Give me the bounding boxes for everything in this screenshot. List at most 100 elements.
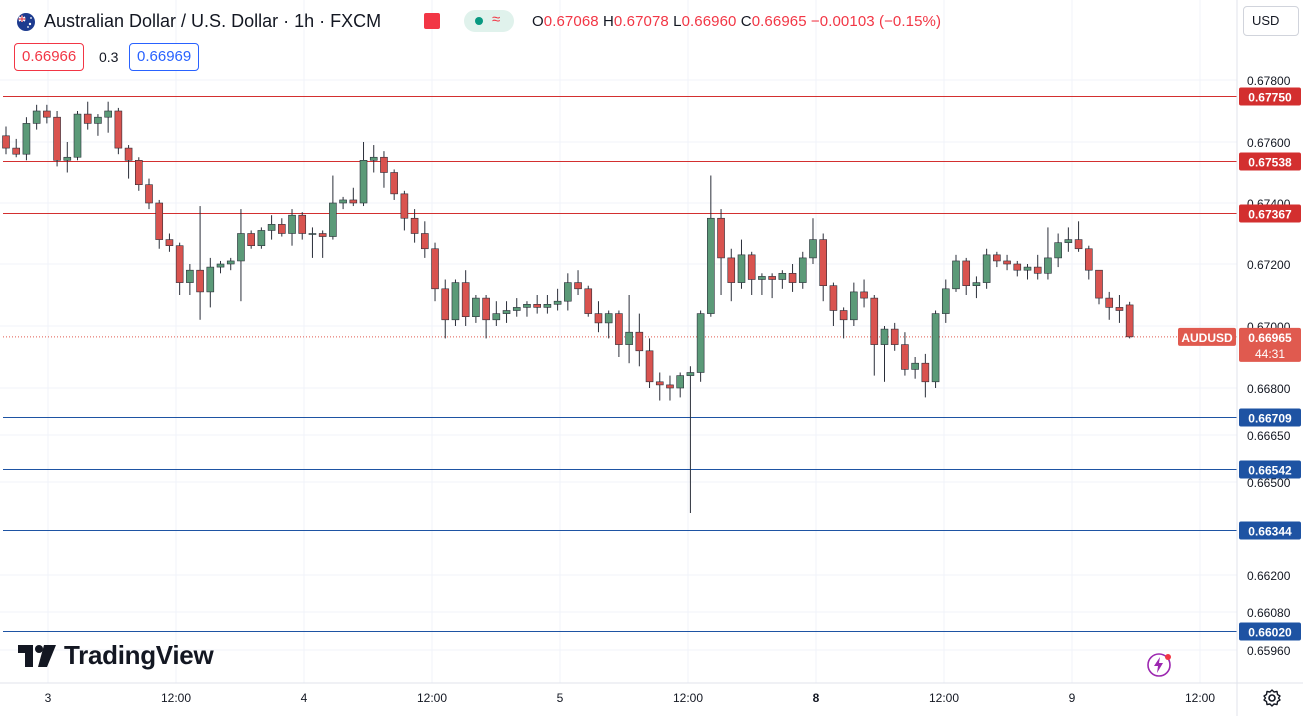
candle [890, 322, 899, 351]
resistance-level-tag-label: 0.67750 [1248, 91, 1292, 105]
candle [727, 248, 736, 302]
candle [308, 227, 317, 258]
candle [32, 104, 41, 130]
candle [63, 142, 72, 173]
australia-flag-icon [17, 13, 35, 31]
candle [43, 104, 51, 124]
candle-body [104, 110, 112, 118]
candle [901, 332, 909, 376]
candle [472, 295, 480, 323]
candle-body [839, 310, 848, 321]
candle [829, 282, 838, 326]
price-tick-label: 0.66800 [1247, 382, 1291, 396]
candle [461, 270, 470, 326]
symbol-title[interactable]: Australian Dollar / U.S. Dollar · 1h · F… [44, 11, 382, 31]
time-axis[interactable]: 3 12:00 4 12:00 5 12:00 8 12:00 9 12:00 [45, 691, 1216, 705]
candle [1033, 254, 1042, 280]
candle [1013, 260, 1022, 277]
tradingview-mark-icon [18, 644, 56, 667]
candle [318, 230, 327, 258]
candle-body [339, 199, 347, 204]
price-tick-label: 0.67600 [1247, 136, 1291, 150]
candle-body [134, 160, 143, 186]
candle [134, 157, 143, 191]
buy-price-button[interactable]: 0.66969 [129, 43, 200, 71]
candle [1054, 233, 1062, 268]
candle-body [298, 214, 307, 234]
candle-body [564, 282, 572, 302]
candle [1105, 291, 1114, 320]
candle-body [431, 248, 439, 290]
time-tick-label: 9 [1069, 691, 1076, 705]
candle [952, 254, 960, 292]
support-level-tag [1239, 460, 1301, 479]
candle [655, 372, 664, 401]
current-price-label: 0.66965 [1248, 331, 1292, 345]
candle-body [798, 257, 807, 283]
candle-body [645, 350, 654, 383]
candle [768, 273, 776, 299]
candle [298, 212, 307, 240]
candle [196, 206, 204, 320]
candle [921, 353, 930, 398]
price-tick-label: 0.66200 [1247, 569, 1291, 583]
time-tick-label: 12:00 [1185, 691, 1215, 705]
candle [451, 279, 460, 326]
candle-body [349, 199, 358, 204]
candle-body [574, 282, 582, 290]
candle-body [1044, 257, 1052, 274]
candle [1115, 295, 1124, 323]
resistance-level-tag [1239, 204, 1301, 223]
candle-body [12, 147, 21, 155]
candle [860, 279, 868, 308]
price-tick-label: 0.65960 [1247, 644, 1291, 658]
candle-body [553, 300, 562, 305]
candle [850, 282, 858, 326]
market-status-icon[interactable]: ≈ [464, 10, 514, 32]
candle-body [1105, 297, 1114, 308]
candle-body [982, 254, 991, 283]
candle-body [941, 288, 950, 314]
candle [1084, 245, 1093, 280]
candle-body [594, 313, 603, 324]
time-tick-label: 3 [45, 691, 52, 705]
candle [819, 233, 828, 302]
candle [114, 107, 123, 155]
candle-body [860, 291, 868, 299]
candle-body [502, 310, 511, 314]
candle [747, 251, 756, 295]
candle-body [145, 184, 153, 204]
alert-bell-icon[interactable] [424, 13, 440, 29]
candle [931, 310, 940, 388]
currency-selector[interactable]: USD [1243, 6, 1299, 36]
candle-body [717, 217, 725, 259]
candle-body [482, 297, 490, 321]
candle-body [768, 276, 776, 280]
price-tags: 0.67750 0.67538 0.67367 0.66709 0.66542 0.663… [1178, 87, 1301, 641]
price-axis[interactable]: 0.678000.676000.674000.672000.670000.668… [1247, 74, 1291, 658]
candle [993, 251, 1001, 268]
candle [349, 187, 358, 207]
time-tick-label: 12:00 [161, 691, 191, 705]
candle-body [216, 263, 225, 268]
candle-body [1095, 269, 1103, 299]
candle-body [175, 245, 184, 283]
candle-body [1125, 304, 1134, 338]
settings-gear-icon[interactable] [1262, 688, 1282, 708]
candle [543, 295, 552, 314]
candle-body [53, 116, 61, 161]
resistance-level-tag-label: 0.67538 [1248, 156, 1292, 170]
candle [216, 260, 225, 274]
time-tick-label: 12:00 [417, 691, 447, 705]
candle-body [604, 313, 613, 324]
candles [2, 101, 1134, 513]
candle [267, 215, 276, 240]
lightning-icon[interactable] [1146, 652, 1172, 678]
current-price-tag [1239, 327, 1301, 362]
price-tick-label: 0.66500 [1247, 476, 1291, 490]
sell-price-button[interactable]: 0.66966 [14, 43, 85, 71]
candle [564, 273, 572, 311]
brand-name: TradingView [64, 640, 214, 670]
candle-body [1013, 263, 1022, 271]
